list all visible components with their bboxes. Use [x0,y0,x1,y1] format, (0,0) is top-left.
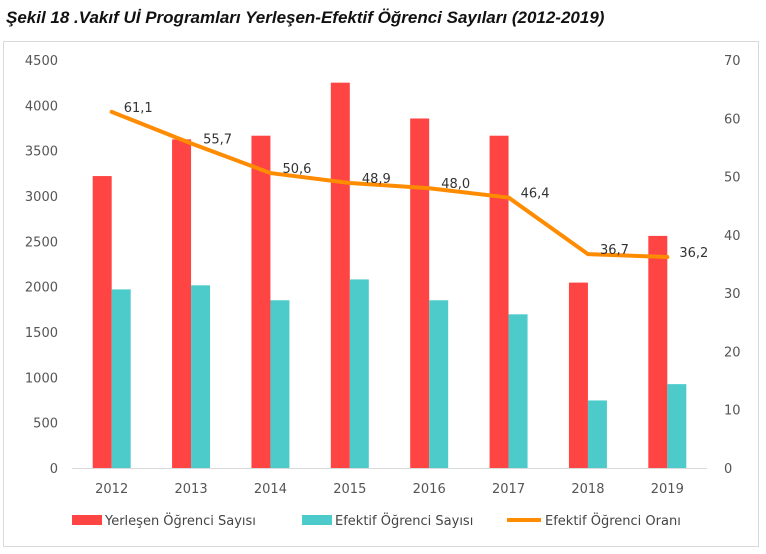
line-point [268,171,272,175]
x-tick-label: 2015 [333,482,366,497]
y-left-tick-label: 1000 [25,371,58,386]
y-left-tick-label: 4500 [25,54,58,69]
bar-yerlesen [92,176,112,468]
line-point [110,110,114,114]
bar-efektif [111,289,131,468]
legend-swatch [302,515,332,525]
y-right-tick-label: 0 [724,462,732,477]
line-data-label: 48,0 [441,177,470,192]
y-left-tick-label: 0 [50,462,58,477]
y-right-tick-label: 70 [724,54,741,69]
x-tick-label: 2014 [254,482,287,497]
y-left-tick-label: 3000 [25,190,58,205]
x-tick-label: 2019 [651,482,684,497]
bar-efektif [270,300,290,468]
line-data-label: 48,9 [362,172,391,187]
bar-efektif [587,400,607,468]
bar-efektif [429,300,449,468]
bar-efektif [667,384,687,468]
bar-yerlesen [251,135,271,468]
bar-efektif [349,279,369,468]
y-left-tick-label: 2500 [25,235,58,250]
x-tick-label: 2017 [492,482,525,497]
chart-frame [3,41,759,547]
y-right-tick-label: 30 [724,287,741,302]
line-point [427,186,431,190]
bar-efektif [191,285,211,468]
y-right-tick-label: 10 [724,404,741,419]
y-left-tick-label: 500 [33,417,58,432]
bar-yerlesen [172,139,192,469]
line-point [189,141,193,145]
y-right-tick-label: 20 [724,345,741,360]
y-right-tick-label: 40 [724,229,741,244]
x-tick-label: 2018 [571,482,604,497]
line-efektif-orani [109,109,670,260]
y-left-tick-label: 4000 [25,99,58,114]
line-data-label: 50,6 [282,162,311,177]
line-data-label: 36,2 [679,246,708,261]
line-point [665,255,669,259]
legend-label: Efektif Öğrenci Oranı [545,512,681,529]
y-right-tick-label: 60 [724,112,741,127]
legend-label: Yerleşen Öğrenci Sayısı [104,512,256,529]
bar-yerlesen [489,135,509,468]
y-left-tick-label: 1500 [25,326,58,341]
line-point [586,252,590,256]
bar-yerlesen [648,235,668,468]
line-point [507,196,511,200]
bar-yerlesen [410,118,430,468]
legend-swatch [72,515,102,525]
bar-yerlesen [568,282,588,468]
bar-yerlesen [330,82,350,469]
line-point [348,181,352,185]
line-data-label: 36,7 [600,243,629,258]
legend-label: Efektif Öğrenci Sayısı [335,512,473,529]
y-left-tick-label: 3500 [25,145,58,160]
line-data-label: 46,4 [521,187,550,202]
y-right-tick-label: 50 [724,171,741,186]
x-tick-label: 2016 [413,482,446,497]
bar-efektif [508,314,528,468]
x-tick-label: 2012 [95,482,128,497]
line-data-label: 55,7 [203,132,232,147]
x-tick-label: 2013 [175,482,208,497]
chart-title: Şekil 18 .Vakıf Uİ Programları Yerleşen-… [6,8,605,27]
line-data-label: 61,1 [124,101,153,116]
y-left-tick-label: 2000 [25,281,58,296]
